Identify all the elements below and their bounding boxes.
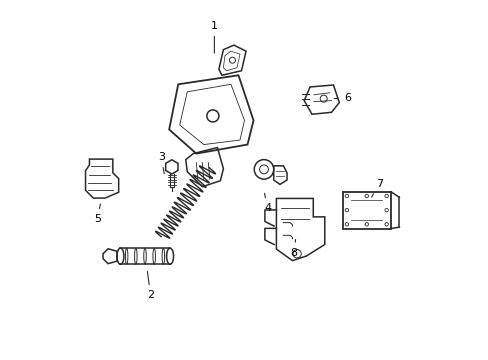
Text: 2: 2 <box>147 271 154 300</box>
Text: 7: 7 <box>371 179 382 197</box>
Text: 4: 4 <box>264 193 270 213</box>
Text: 3: 3 <box>158 152 164 174</box>
Text: 5: 5 <box>94 204 101 224</box>
Text: 8: 8 <box>290 239 297 258</box>
Text: 1: 1 <box>210 21 218 53</box>
Text: 6: 6 <box>333 94 350 103</box>
